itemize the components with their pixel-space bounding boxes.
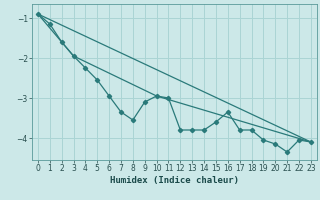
X-axis label: Humidex (Indice chaleur): Humidex (Indice chaleur) <box>110 176 239 185</box>
